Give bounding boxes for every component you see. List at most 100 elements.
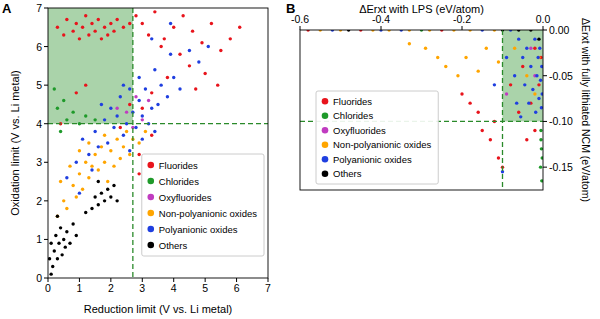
point (112, 29, 115, 32)
point (216, 83, 219, 86)
point (534, 111, 537, 114)
tick-label: 1 (77, 282, 83, 294)
point (493, 83, 496, 86)
legend-swatch (147, 194, 154, 201)
point (119, 157, 122, 160)
series (347, 30, 541, 41)
point (147, 33, 150, 36)
point (525, 47, 528, 50)
point (115, 107, 118, 110)
tick-label: 7 (36, 2, 42, 14)
plot-area (300, 30, 543, 190)
point (537, 97, 540, 100)
point (109, 195, 112, 198)
point (97, 168, 100, 171)
panel-label: B (286, 1, 295, 16)
point (78, 37, 81, 40)
legend-box (142, 154, 264, 256)
point (84, 114, 87, 117)
point (509, 83, 512, 86)
point (106, 188, 109, 191)
point (103, 134, 106, 137)
point (229, 37, 232, 40)
point (521, 65, 524, 68)
tick-label: 1 (36, 233, 42, 245)
tick-label: 7 (265, 282, 271, 294)
threshold-line (48, 123, 268, 124)
point (207, 45, 210, 48)
point (169, 53, 172, 56)
point (460, 92, 463, 95)
legend-label: Chlorides (159, 176, 199, 187)
point (163, 37, 166, 40)
point (521, 56, 524, 59)
point (141, 137, 144, 140)
point (137, 153, 140, 156)
legend-label: Others (333, 168, 362, 179)
tick-label: 0.00 (549, 24, 570, 36)
point (78, 191, 81, 194)
point (100, 37, 103, 40)
point (103, 26, 106, 29)
point (122, 83, 125, 86)
plot-area (48, 8, 268, 278)
point (81, 137, 84, 140)
point (197, 60, 200, 63)
point (536, 56, 539, 59)
point (71, 222, 74, 225)
point (166, 95, 169, 98)
point (112, 184, 115, 187)
point (60, 253, 63, 256)
point (122, 26, 125, 29)
point (533, 129, 536, 132)
point (71, 184, 74, 187)
tick-label: 3 (139, 282, 145, 294)
point (137, 99, 140, 102)
threshold-line (132, 8, 133, 278)
point (153, 68, 156, 71)
point (115, 114, 118, 117)
point (54, 234, 57, 237)
point (59, 180, 62, 183)
point (153, 10, 156, 13)
point (444, 65, 447, 68)
tick (381, 26, 382, 30)
point (81, 26, 84, 29)
point (84, 83, 87, 86)
point (90, 22, 93, 25)
point (539, 165, 542, 168)
point (531, 88, 534, 91)
point (65, 230, 68, 233)
point (515, 101, 518, 104)
series (53, 87, 97, 133)
tick (44, 46, 48, 47)
point (147, 99, 150, 102)
point (87, 33, 90, 36)
series (48, 180, 119, 276)
point (188, 49, 191, 52)
tick (44, 162, 48, 163)
point (159, 45, 162, 48)
point (51, 265, 54, 268)
point (505, 56, 508, 59)
point (75, 22, 78, 25)
tick (543, 75, 547, 76)
point (115, 18, 118, 21)
point (137, 141, 140, 144)
point (169, 22, 172, 25)
point (87, 153, 90, 156)
point (93, 29, 96, 32)
point (529, 65, 532, 68)
panel-1: -0.6-0.4-0.20.00.00-0.05-0.10-0.15ΔErxt … (286, 1, 592, 202)
point (65, 18, 68, 21)
point (188, 64, 191, 67)
point (150, 37, 153, 40)
point (100, 191, 103, 194)
point (65, 207, 68, 210)
panel-label: A (2, 1, 12, 16)
legend-swatch (147, 162, 154, 169)
point (166, 76, 169, 79)
point (210, 22, 213, 25)
point (122, 134, 125, 137)
point (481, 129, 484, 132)
